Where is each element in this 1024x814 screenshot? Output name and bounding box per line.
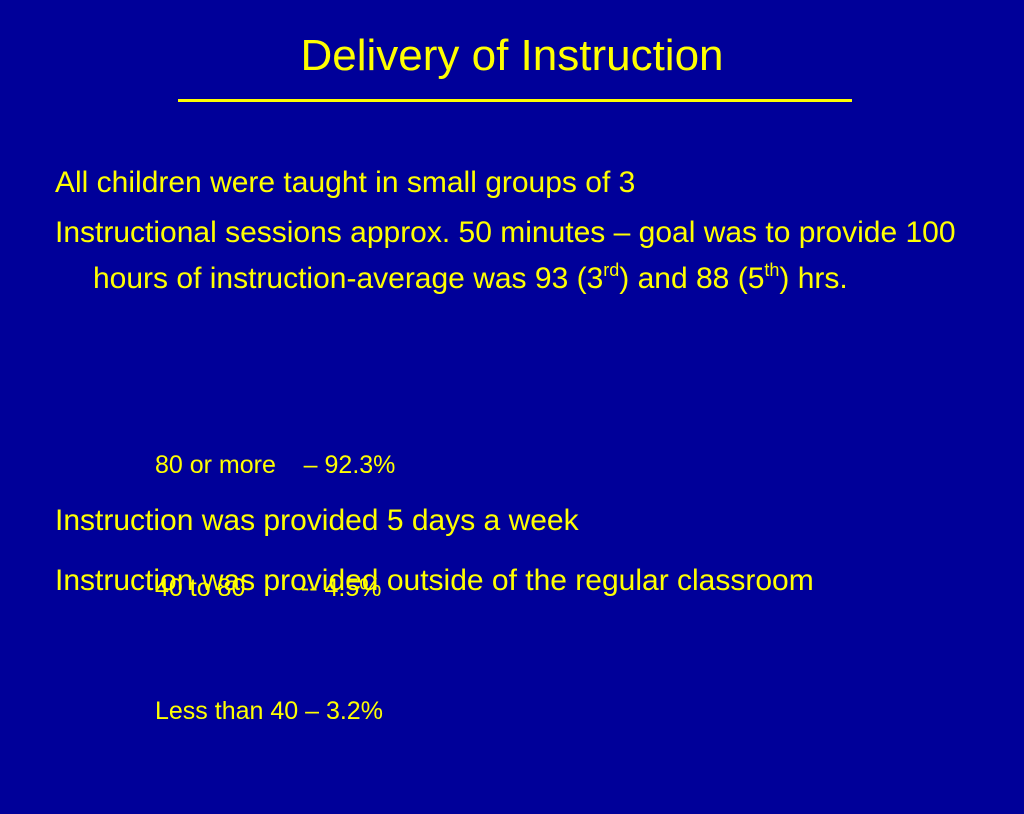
bullet-text: ) hrs. <box>779 262 848 295</box>
bullet-text: Instructional sessions approx. 50 minute… <box>55 216 956 295</box>
sub-item: Less than 40 – 3.2% <box>155 697 383 725</box>
superscript: th <box>764 260 780 280</box>
title-underline <box>178 99 852 102</box>
slide-title: Delivery of Instruction <box>300 31 724 80</box>
superscript: rd <box>603 260 620 280</box>
bullet: Instruction was provided 5 days a week <box>55 504 579 537</box>
sub-item: 80 or more – 92.3% <box>155 451 396 479</box>
bullet: All children were taught in small groups… <box>55 166 636 199</box>
bullet: Instruction was provided outside of the … <box>55 564 814 597</box>
sub-list: 80 or more – 92.3% 40 to 80 -- 4.5% Less… <box>155 363 395 814</box>
bullet: Instructional sessions approx. 50 minute… <box>55 210 1000 302</box>
sub-item: 40 to 80 -- 4.5% <box>155 574 382 602</box>
bullet-text: ) and 88 (5 <box>619 262 765 295</box>
slide: Delivery of Instruction All children wer… <box>55 31 1000 725</box>
